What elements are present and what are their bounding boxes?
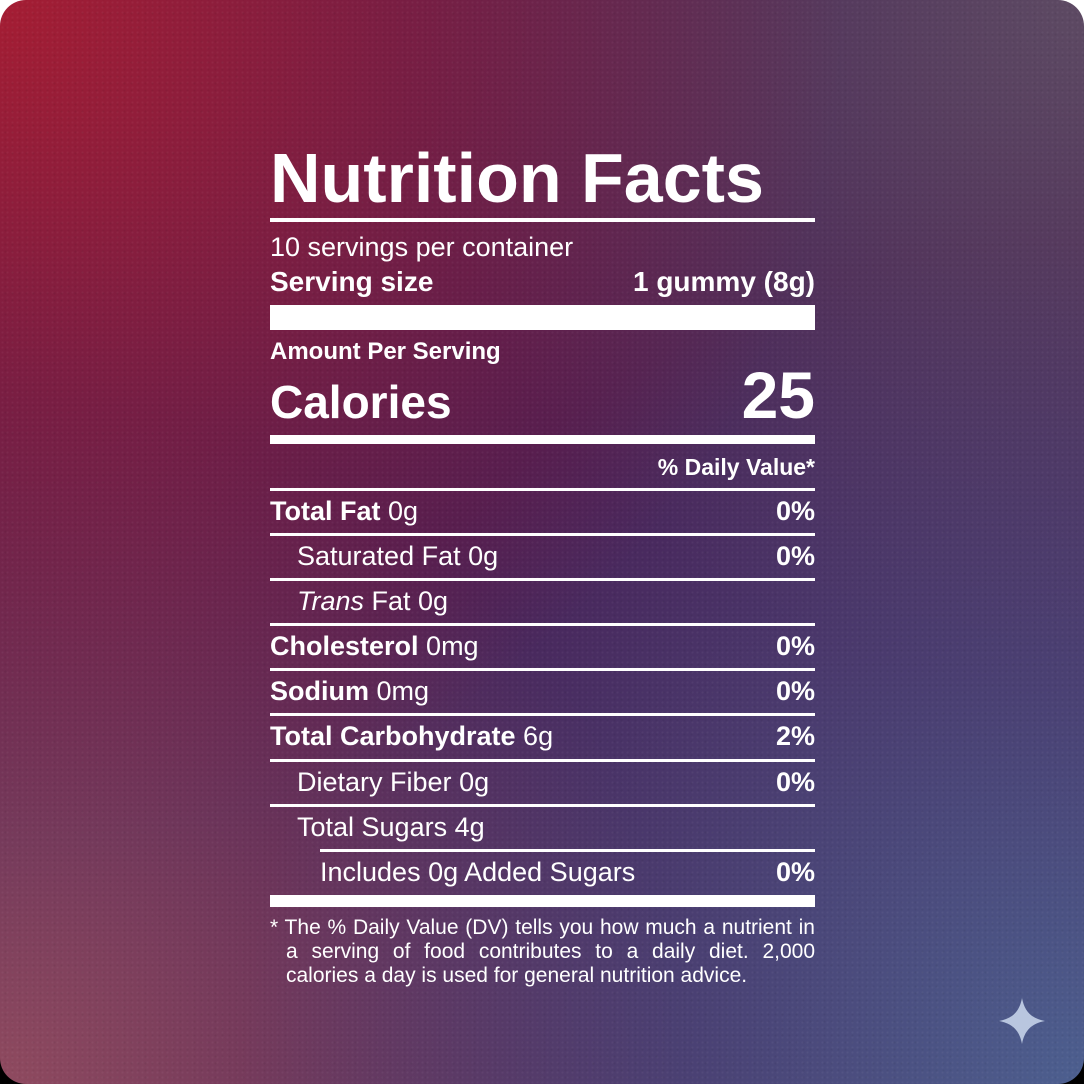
calories-row: Calories 25 [270,357,815,432]
nutrient-dv: 0% [775,676,815,707]
nutrient-name: Total Carbohydrate 6g [270,721,554,752]
serving-size-label: Serving size [270,266,434,298]
nutrition-label: Nutrition Facts 10 servings per containe… [270,143,815,988]
serving-size-value: 1 gummy (8g) [632,266,815,298]
daily-value-header: % Daily Value* [270,444,815,492]
nutrient-name: Dietary Fiber 0g [297,766,490,797]
title-divider [270,218,815,222]
nutrient-name: Trans Fat 0g [297,586,449,617]
nutrient-name: Includes 0g Added Sugars [320,856,636,887]
row-total-carbohydrate: Total Carbohydrate 6g 2% [270,716,815,762]
daily-value-footnote: * The % Daily Value (DV) tells you how m… [270,915,815,987]
nutrient-dv: 2% [775,721,815,752]
row-cholesterol: Cholesterol 0mg 0% [270,626,815,672]
row-total-sugars: Total Sugars 4g [270,807,815,849]
nutrient-name: Sodium 0mg [270,676,430,707]
nutrient-name: Saturated Fat 0g [297,541,499,572]
nutrient-dv: 0% [775,631,815,662]
row-trans-fat: Trans Fat 0g [270,581,815,627]
amount-per-serving-label: Amount Per Serving [270,338,501,366]
nutrient-dv: 0% [775,541,815,572]
serving-size-row: Serving size 1 gummy (8g) [270,266,815,298]
nutrient-name: Cholesterol 0mg [270,631,479,662]
footnote-divider-bar [270,894,815,907]
row-total-fat: Total Fat 0g 0% [270,491,815,537]
thick-divider-bar [270,305,815,331]
label-title: Nutrition Facts [270,139,764,217]
calories-value: 25 [741,357,815,432]
row-dietary-fiber: Dietary Fiber 0g 0% [270,762,815,807]
row-added-sugars: Includes 0g Added Sugars 0% [320,852,815,894]
nutrient-dv: 0% [775,766,815,797]
row-saturated-fat: Saturated Fat 0g 0% [270,536,815,582]
nutrient-name: Total Sugars 4g [297,811,485,842]
calories-label: Calories [270,375,452,428]
nutrient-dv: 0% [775,496,815,527]
sparkle-icon [999,998,1045,1044]
row-sodium: Sodium 0mg 0% [270,671,815,717]
calories-divider-bar [270,434,815,444]
servings-per-container: 10 servings per container [270,232,574,262]
nutrient-dv: 0% [775,856,815,887]
nutrient-name: Total Fat 0g [270,496,419,527]
added-sugars-divider: Includes 0g Added Sugars 0% [320,848,815,894]
